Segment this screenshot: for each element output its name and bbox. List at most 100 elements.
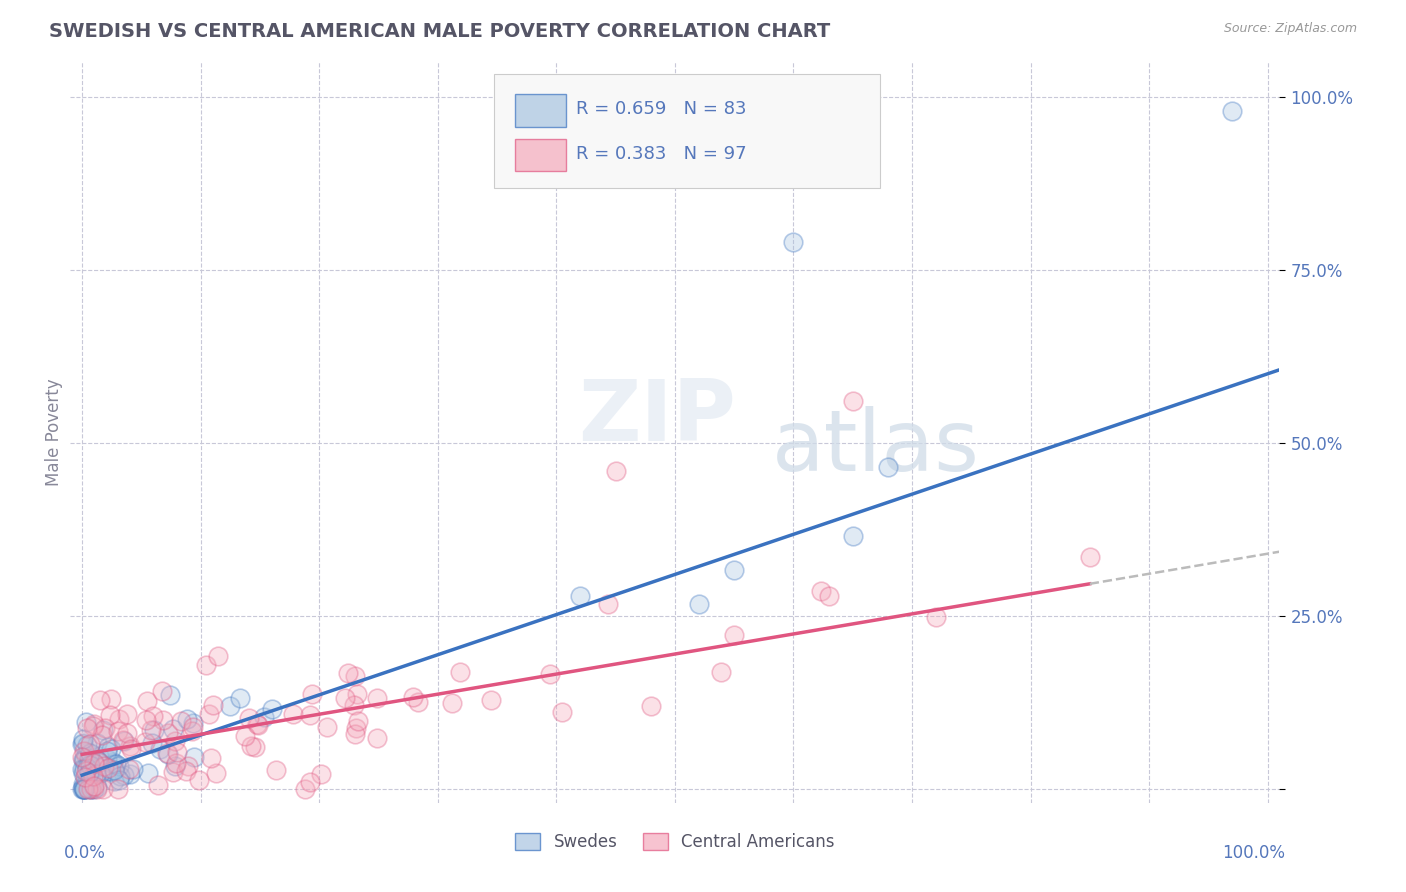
Point [110,769,132,783]
Text: Source: ZipAtlas.com: Source: ZipAtlas.com [1223,22,1357,36]
Point [100,764,122,778]
Point [100,741,122,756]
Text: SWEDISH VS CENTRAL AMERICAN MALE POVERTY CORRELATION CHART: SWEDISH VS CENTRAL AMERICAN MALE POVERTY… [49,22,831,41]
Point [82,719,104,733]
Point [73,781,96,796]
Point [640,699,662,714]
Point [89,765,111,780]
Point [136,694,159,708]
Point [107,773,129,788]
Point [83,716,105,731]
Point [402,690,425,704]
Point [89,749,111,764]
Point [75,748,97,763]
Point [163,758,186,772]
Point [79,737,101,751]
Point [440,696,463,710]
Point [723,627,745,641]
Point [156,747,179,761]
Point [93,759,115,773]
Point [148,778,170,792]
Point [149,742,172,756]
Point [162,722,184,736]
Point [103,763,125,777]
Point [84,767,107,781]
Point [80,779,103,793]
Point [91,723,114,737]
Point [73,751,96,765]
Point [72,753,94,767]
Point [239,739,262,753]
Point [114,734,136,748]
Point [688,597,710,611]
Point [200,750,222,764]
Point [75,781,97,796]
Point [195,657,218,672]
Point [152,713,174,727]
Point [710,665,733,679]
Text: 0.0%: 0.0% [65,844,105,862]
Point [294,781,316,796]
Point [70,781,93,796]
Point [86,736,108,750]
Point [346,687,368,701]
Point [1220,103,1243,118]
Point [79,781,101,796]
Point [100,692,122,706]
Point [177,759,200,773]
Point [118,762,141,776]
Point [166,745,188,759]
Point [142,709,165,723]
Point [299,707,322,722]
Point [252,710,274,724]
Point [84,756,107,771]
Point [134,735,156,749]
Point [103,757,125,772]
Point [247,718,270,732]
Point [245,739,267,754]
Point [262,702,284,716]
Point [120,742,142,756]
Point [165,734,187,748]
Point [343,669,366,683]
Point [83,781,105,796]
Point [551,706,574,720]
Point [107,724,129,739]
Point [170,714,193,728]
Point [104,757,127,772]
Point [281,707,304,722]
FancyBboxPatch shape [515,95,567,127]
Point [83,756,105,771]
Text: R = 0.659   N = 83: R = 0.659 N = 83 [575,100,747,118]
Point [73,744,96,758]
Point [201,698,224,713]
Text: ZIP: ZIP [578,376,735,459]
Point [75,715,97,730]
Point [80,781,103,796]
Point [569,589,592,603]
Point [73,781,96,796]
Point [72,762,94,776]
Point [723,563,745,577]
Point [159,688,181,702]
Point [238,711,260,725]
Point [115,706,138,721]
Point [72,781,94,796]
Point [204,765,226,780]
Point [135,713,157,727]
Point [120,739,142,754]
Point [301,688,323,702]
Point [141,736,163,750]
Point [76,772,98,786]
Point [229,691,252,706]
Point [103,774,125,789]
Point [77,751,100,765]
Point [76,780,98,795]
Point [86,780,108,794]
Point [91,781,114,796]
Point [73,753,96,767]
Point [207,649,229,664]
Point [76,739,98,753]
Point [336,665,359,680]
Point [72,736,94,750]
